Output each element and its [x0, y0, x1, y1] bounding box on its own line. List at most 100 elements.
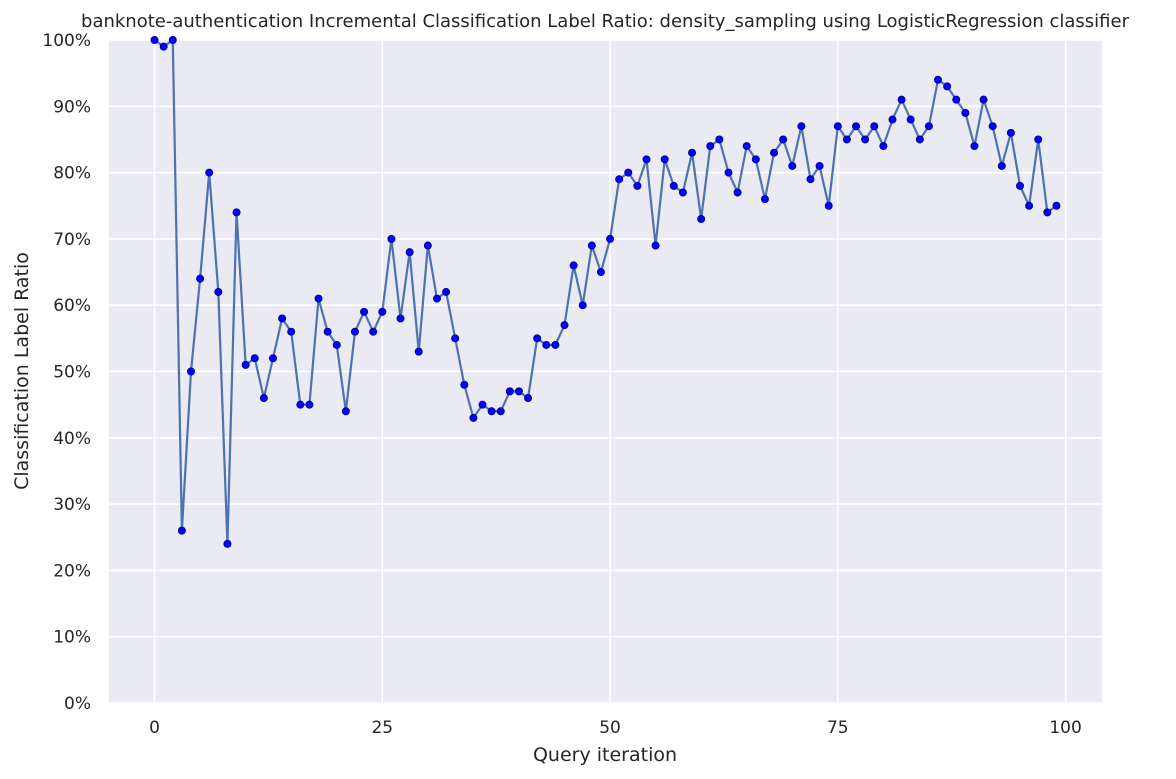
data-point — [533, 334, 542, 343]
data-point — [578, 301, 587, 310]
data-point — [651, 241, 660, 250]
y-tick-labels: 0% 10% 20% 30% 40% 50% 60% 70% 80% 90% 100% — [42, 31, 91, 714]
data-point — [970, 142, 979, 151]
data-point — [934, 75, 943, 84]
data-point — [505, 387, 514, 396]
data-point — [469, 413, 478, 422]
data-point — [259, 394, 268, 403]
data-point — [378, 307, 387, 316]
data-point — [241, 360, 250, 369]
data-point — [715, 135, 724, 144]
data-point — [952, 95, 961, 104]
data-point — [542, 340, 551, 349]
y-tick-label: 40% — [53, 429, 91, 449]
series-line — [153, 38, 1058, 545]
data-point — [824, 201, 833, 210]
data-point — [1052, 201, 1061, 210]
data-point — [432, 294, 441, 303]
data-point — [678, 188, 687, 197]
data-point — [979, 95, 988, 104]
data-point — [742, 142, 751, 151]
y-tick-label: 30% — [53, 495, 91, 515]
x-tick-label: 0 — [149, 718, 160, 738]
x-axis-label: Query iteration — [533, 744, 677, 766]
data-point — [442, 287, 451, 296]
data-point — [369, 327, 378, 336]
y-tick-label: 10% — [53, 628, 91, 648]
y-tick-label: 50% — [53, 363, 91, 383]
data-point — [596, 268, 605, 277]
data-point — [150, 36, 159, 45]
data-point — [232, 208, 241, 217]
y-tick-label: 70% — [53, 230, 91, 250]
data-point — [296, 400, 305, 409]
y-axis-label: Classification Label Ratio — [11, 252, 33, 490]
data-point — [423, 241, 432, 250]
data-point — [733, 188, 742, 197]
data-point — [833, 122, 842, 131]
data-point — [852, 122, 861, 131]
data-point — [697, 215, 706, 224]
data-point — [760, 195, 769, 204]
data-point — [706, 142, 715, 151]
data-point — [642, 155, 651, 164]
data-point — [770, 148, 779, 157]
data-point — [524, 394, 533, 403]
data-point — [360, 307, 369, 316]
data-point — [214, 287, 223, 296]
grid-lines — [109, 39, 1102, 704]
data-point — [915, 135, 924, 144]
data-point — [751, 155, 760, 164]
data-point — [314, 294, 323, 303]
data-point — [287, 327, 296, 336]
data-point — [806, 175, 815, 184]
y-tick-label: 0% — [64, 694, 91, 714]
x-tick-label: 100 — [1049, 718, 1081, 738]
data-point — [660, 155, 669, 164]
x-tick-label: 50 — [599, 718, 621, 738]
data-point — [414, 347, 423, 356]
data-point — [997, 161, 1006, 170]
data-point — [205, 168, 214, 177]
data-point — [888, 115, 897, 124]
data-point — [624, 168, 633, 177]
data-point — [323, 327, 332, 336]
data-point — [861, 135, 870, 144]
data-point — [168, 36, 177, 45]
data-point — [988, 122, 997, 131]
data-point — [897, 95, 906, 104]
data-point — [332, 340, 341, 349]
data-point — [305, 400, 314, 409]
data-point — [250, 354, 259, 363]
data-point — [159, 42, 168, 51]
data-point — [387, 234, 396, 243]
data-point — [396, 314, 405, 323]
data-point — [405, 248, 414, 257]
data-point — [669, 181, 678, 190]
data-point — [569, 261, 578, 270]
data-point — [1043, 208, 1052, 217]
data-point — [842, 135, 851, 144]
y-tick-label: 100% — [42, 31, 91, 51]
data-point — [560, 321, 569, 330]
data-point — [879, 142, 888, 151]
y-tick-label: 60% — [53, 296, 91, 316]
data-point — [514, 387, 523, 396]
data-point — [779, 135, 788, 144]
data-point — [350, 327, 359, 336]
data-point — [633, 181, 642, 190]
data-point — [177, 526, 186, 535]
y-tick-label: 20% — [53, 561, 91, 581]
data-point — [688, 148, 697, 157]
data-point — [341, 407, 350, 416]
data-point — [924, 122, 933, 131]
data-point — [724, 168, 733, 177]
data-point — [196, 274, 205, 283]
data-point — [551, 340, 560, 349]
data-point — [223, 539, 232, 548]
data-point — [815, 161, 824, 170]
data-point — [906, 115, 915, 124]
data-point — [1025, 201, 1034, 210]
data-point — [487, 407, 496, 416]
